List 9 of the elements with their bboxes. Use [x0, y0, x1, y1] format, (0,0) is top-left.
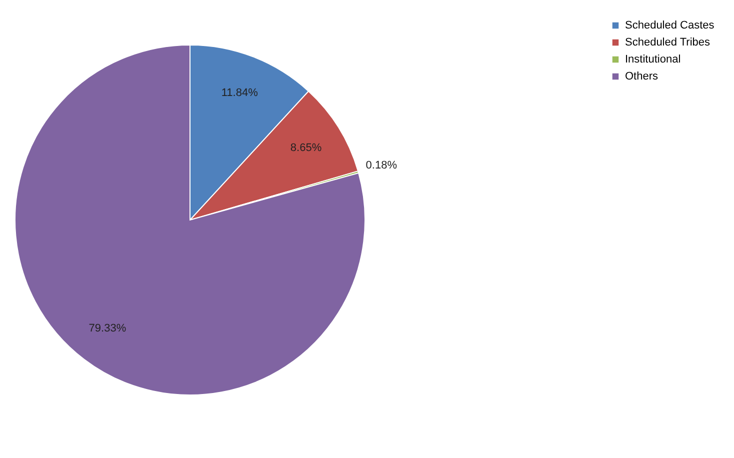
data-label: 0.18%: [366, 159, 398, 172]
legend-label: Scheduled Castes: [625, 20, 715, 32]
legend-label: Scheduled Tribes: [625, 36, 710, 48]
data-label: 8.65%: [290, 142, 322, 154]
data-label: 79.33%: [88, 322, 126, 335]
legend-label: Institutional: [625, 54, 681, 66]
data-label: 11.84%: [221, 86, 258, 99]
pie-slice: [14, 44, 366, 396]
legend-label: Others: [625, 70, 659, 82]
